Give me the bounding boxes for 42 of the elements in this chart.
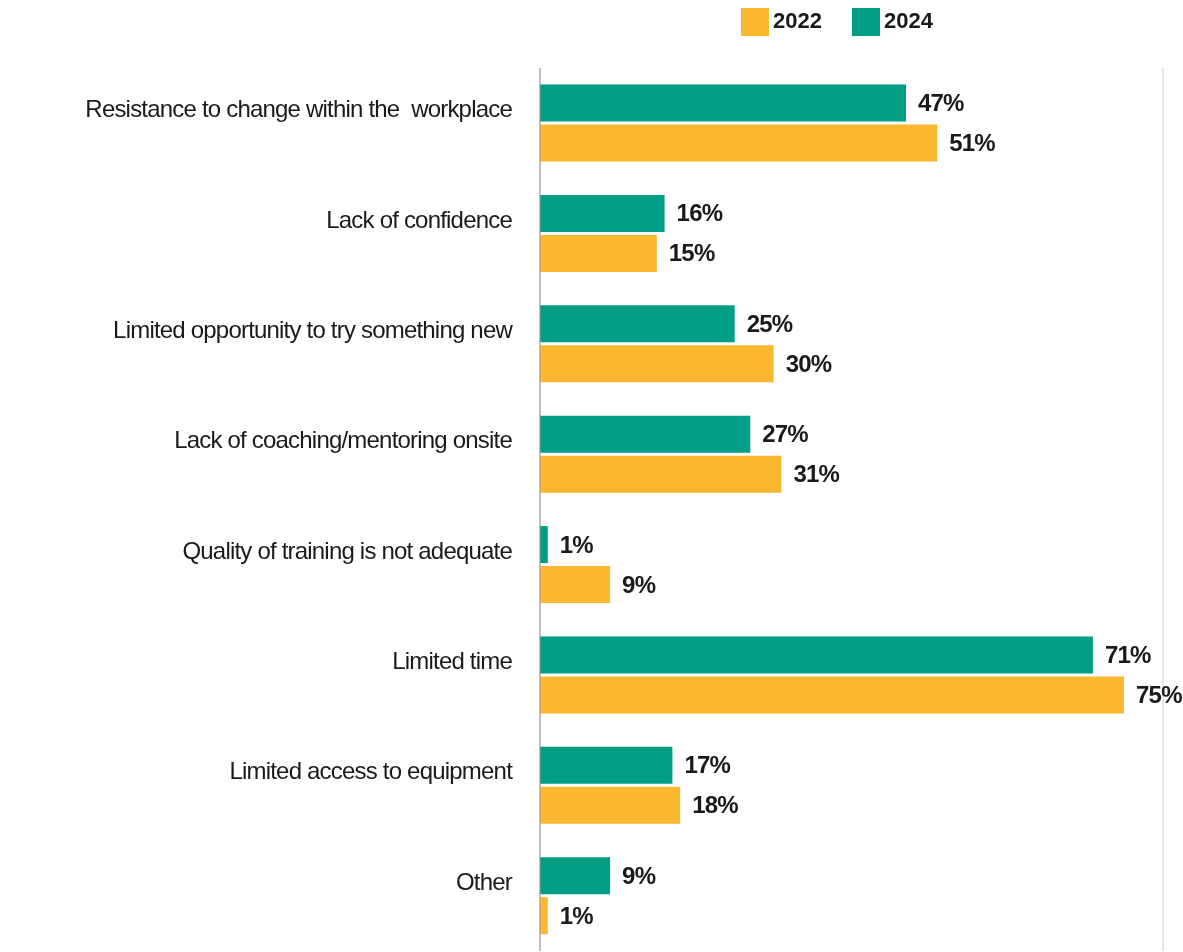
legend-label: 2024 xyxy=(884,8,933,33)
data-label: 9% xyxy=(622,570,656,598)
y-tick-label: Limited opportunity to try something new xyxy=(113,315,514,343)
data-label: 31% xyxy=(793,460,840,488)
bar xyxy=(540,636,1093,674)
y-tick-label: Limited time xyxy=(392,647,513,675)
bar xyxy=(540,746,673,784)
bar xyxy=(540,194,665,232)
data-label: 27% xyxy=(762,420,809,448)
bar xyxy=(540,676,1125,714)
bar xyxy=(540,857,611,895)
bar xyxy=(540,455,782,493)
data-label: 51% xyxy=(949,129,996,157)
y-tick-label: Lack of coaching/mentoring onsite xyxy=(174,426,513,454)
data-label: 71% xyxy=(1104,640,1152,668)
data-label: 75% xyxy=(1136,680,1183,708)
bar xyxy=(540,786,681,824)
data-label: 18% xyxy=(692,791,739,819)
y-tick-label: Lack of confidence xyxy=(326,205,513,233)
bar xyxy=(540,84,907,122)
data-label: 25% xyxy=(746,309,793,337)
bar xyxy=(540,305,735,343)
bar xyxy=(540,345,774,383)
data-label: 1% xyxy=(559,901,594,929)
bar xyxy=(540,526,548,564)
legend-label: 2022 xyxy=(773,8,823,33)
bar xyxy=(540,897,548,935)
y-tick-label: Other xyxy=(455,867,513,895)
bar xyxy=(540,234,657,272)
data-label: 47% xyxy=(918,89,965,117)
data-label: 16% xyxy=(676,199,723,227)
data-label: 30% xyxy=(785,349,832,377)
bar xyxy=(540,124,938,162)
data-label: 17% xyxy=(684,751,731,779)
y-tick-label: Quality of training is not adequate xyxy=(182,536,513,564)
y-tick-label: Resistance to change within the workplace xyxy=(85,95,513,123)
y-tick-label: Limited access to equipment xyxy=(229,757,514,785)
data-label: 15% xyxy=(668,239,715,267)
bar xyxy=(540,566,611,604)
data-label: 9% xyxy=(622,861,656,889)
data-label: 1% xyxy=(559,530,594,558)
bar xyxy=(540,415,751,453)
